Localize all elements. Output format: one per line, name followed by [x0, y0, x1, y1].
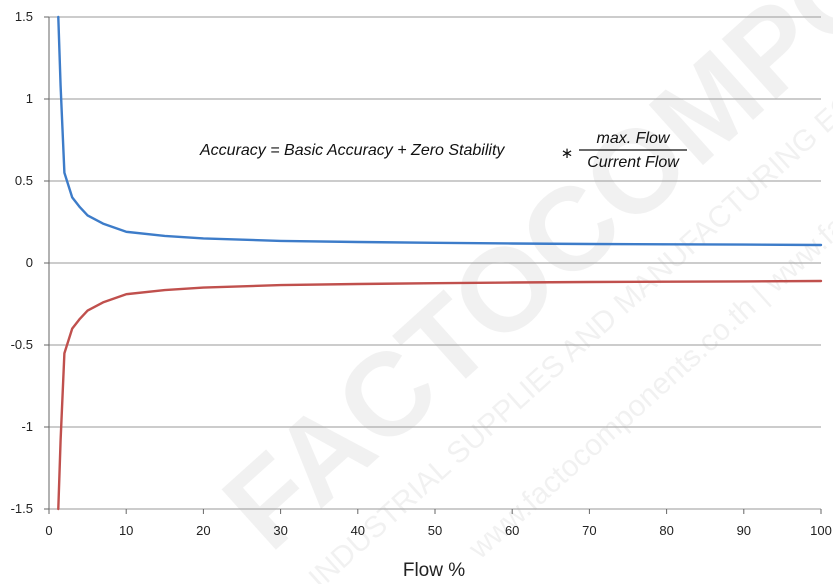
- axes: [44, 16, 822, 514]
- y-tick-label: 1.5: [15, 9, 33, 24]
- series-lines: [57, 15, 823, 511]
- series-line-upper: [57, 15, 823, 247]
- x-tick-label: 30: [273, 523, 287, 538]
- x-tick-label: 50: [428, 523, 442, 538]
- x-tick-label: 0: [45, 523, 52, 538]
- watermark-brand: FACTOCOMPONENTS: [199, 0, 833, 574]
- x-tick-label: 80: [659, 523, 673, 538]
- series-line-lower: [57, 279, 823, 511]
- y-tick-label: -1: [21, 419, 33, 434]
- formula-operator: ∗: [561, 145, 574, 162]
- formula-annotation: Accuracy = Basic Accuracy + Zero Stabili…: [199, 130, 687, 171]
- x-tick-labels: 0 10 20 30 40 50 60 70 80 90 100: [45, 523, 831, 538]
- y-tick-label: 0.5: [15, 173, 33, 188]
- x-tick-label: 20: [196, 523, 210, 538]
- x-tick-label: 100: [810, 523, 832, 538]
- x-tick-label: 60: [505, 523, 519, 538]
- formula-denominator: Current Flow: [587, 154, 680, 171]
- x-tick-label: 90: [737, 523, 751, 538]
- watermark: FACTOCOMPONENTS INDUSTRIAL SUPPLIES AND …: [199, 0, 833, 584]
- formula-numerator: max. Flow: [597, 130, 671, 147]
- y-tick-label: 1: [26, 91, 33, 106]
- x-tick-label: 70: [582, 523, 596, 538]
- y-tick-label: -1.5: [11, 501, 33, 516]
- y-tick-labels: 1.5 1 0.5 0 -0.5 -1 -1.5: [11, 9, 33, 516]
- x-tick-label: 10: [119, 523, 133, 538]
- formula-lhs: Accuracy = Basic Accuracy + Zero Stabili…: [199, 142, 505, 159]
- y-tick-label: 0: [26, 255, 33, 270]
- x-axis-label: Flow %: [403, 560, 465, 581]
- x-tick-label: 40: [351, 523, 365, 538]
- y-tick-label: -0.5: [11, 337, 33, 352]
